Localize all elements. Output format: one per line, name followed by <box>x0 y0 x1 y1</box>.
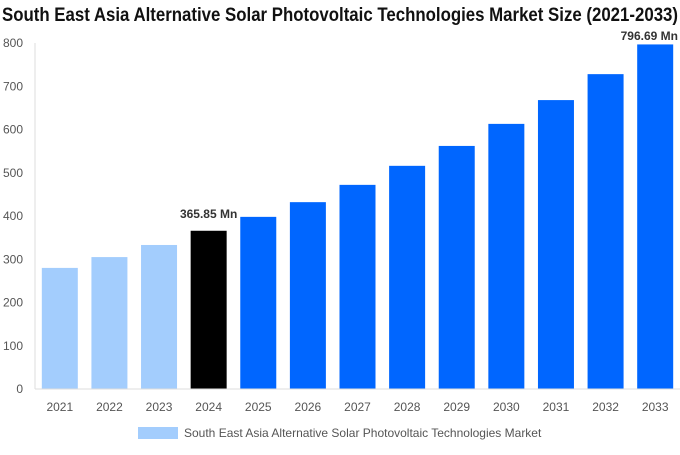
x-tick-label: 2032 <box>592 400 619 414</box>
y-tick-label: 100 <box>3 339 23 353</box>
bar-2024 <box>190 230 227 389</box>
bar-2033 <box>637 44 674 389</box>
bar-2032 <box>587 74 624 389</box>
bar-2023 <box>141 244 178 389</box>
x-tick-label: 2027 <box>344 400 371 414</box>
y-tick-label: 0 <box>16 382 23 396</box>
y-tick-label: 700 <box>3 79 23 93</box>
legend: South East Asia Alternative Solar Photov… <box>138 426 542 440</box>
x-tick-label: 2033 <box>642 400 669 414</box>
y-tick-label: 300 <box>3 252 23 266</box>
bar-2030 <box>488 123 525 389</box>
y-tick-label: 500 <box>3 166 23 180</box>
x-tick-label: 2021 <box>46 400 73 414</box>
data-label-2024: 365.85 Mn <box>180 207 237 221</box>
x-tick-label: 2028 <box>394 400 421 414</box>
x-tick-label: 2031 <box>543 400 570 414</box>
chart-title: South East Asia Alternative Solar Photov… <box>2 5 678 26</box>
x-tick-label: 2030 <box>493 400 520 414</box>
bar-2029 <box>438 145 475 389</box>
bar-2026 <box>289 202 326 389</box>
x-tick-label: 2025 <box>245 400 272 414</box>
bar-2025 <box>240 216 277 389</box>
x-tick-label: 2024 <box>195 400 222 414</box>
legend-swatch <box>138 427 178 439</box>
y-tick-label: 800 <box>3 36 23 50</box>
y-tick-label: 600 <box>3 123 23 137</box>
y-axis: 0 100 200 300 400 500 600 700 800 <box>3 36 36 396</box>
bar-2027 <box>339 184 376 389</box>
y-tick-label: 200 <box>3 296 23 310</box>
y-tick-label: 400 <box>3 209 23 223</box>
x-axis: 2021 2022 2023 2024 2025 2026 2027 2028 2029 2030… <box>35 388 680 414</box>
x-tick-label: 2026 <box>295 400 322 414</box>
bar-2022 <box>91 257 128 389</box>
bar-2028 <box>389 165 426 389</box>
data-labels: 365.85 Mn 796.69 Mn <box>180 29 678 221</box>
legend-label: South East Asia Alternative Solar Photov… <box>184 426 542 440</box>
x-tick-label: 2023 <box>146 400 173 414</box>
bar-2021 <box>41 267 78 389</box>
x-tick-label: 2022 <box>96 400 123 414</box>
data-label-2033: 796.69 Mn <box>621 29 678 43</box>
bar-2031 <box>537 100 574 389</box>
bars <box>41 44 674 389</box>
x-tick-label: 2029 <box>443 400 470 414</box>
